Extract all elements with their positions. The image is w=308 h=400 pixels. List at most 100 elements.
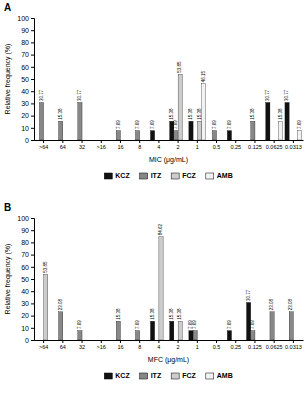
tick: 2 [177,140,180,150]
bar [120,340,124,341]
bar [163,340,167,341]
tick: 0.0625 [266,140,283,150]
bar [116,321,120,340]
bar [86,340,90,341]
data-label: 7.69 [116,120,121,129]
legend-label: KCZ [115,172,130,179]
tick: >64 [39,340,48,350]
bar [193,140,197,141]
bar [163,140,167,141]
tick: 0 [25,337,34,344]
data-label: 15.38 [116,308,121,320]
bar [74,340,78,341]
tick: >64 [39,140,48,150]
data-label: 15.38 [177,308,182,320]
bar-series [150,302,250,340]
tick: 32 [79,340,85,350]
bar [93,340,97,341]
bar [232,340,236,341]
tick-label: >16 [97,344,106,350]
bar [259,140,263,141]
tick-mark [197,340,198,343]
tick: 80 [21,239,34,246]
tick: 8 [138,340,141,350]
tick-mark [293,340,294,343]
bar [39,102,43,140]
axis-line [35,340,304,341]
panel: 15.3815.387.697.6930.7723.087.6915.387.6… [4,202,304,379]
bar-series [44,237,183,340]
legend-item: AMB [206,372,233,379]
legend-label: FCZ [182,372,196,379]
tick: 100 [17,15,34,22]
data-labels: 15.3815.387.697.6930.7723.087.6915.387.6… [43,224,294,330]
tick-mark [216,140,217,143]
tick: 0.25 [230,340,241,350]
bar [131,140,135,141]
bar [44,274,48,340]
tick-label: 32 [79,144,85,150]
data-label: 46.15 [201,70,206,82]
tick-label: 40 [21,288,29,295]
bar [174,340,178,341]
panel: 7.6915.3815.387.6930.7730.7730.7715.3830… [4,2,304,179]
tick: 0.125 [248,340,262,350]
data-label: 30.77 [265,89,270,101]
bar [227,131,231,140]
legend-item: KCZ [104,372,130,379]
tick: 0.0313 [285,340,302,350]
tick: 90 [21,227,34,234]
tick-label: 64 [60,344,66,350]
tick-mark [120,340,121,343]
bar [197,121,201,140]
tick-label: 90 [21,227,29,234]
bar [193,331,197,340]
bar [125,340,129,341]
tick-mark [31,91,34,92]
tick: 100 [17,215,34,222]
tick-label: 64 [60,144,66,150]
tick-mark [43,140,44,143]
axis-line [31,19,35,141]
bar [189,331,193,340]
tick-mark [235,140,236,143]
bar [159,140,163,141]
data-label: 7.69 [192,320,197,329]
x-axis: >646432>161684210.50.250.1250.06250.0313 [35,140,304,150]
bar-series [202,84,302,140]
bar [82,340,86,341]
bar [101,340,105,341]
tick: 80 [21,39,34,46]
tick-mark [158,140,159,143]
tick-label: 70 [21,251,29,258]
bar [112,140,116,141]
bar [48,340,52,341]
bar [293,340,297,341]
tick-mark [31,103,34,104]
tick: 32 [79,140,85,150]
bar [135,131,139,140]
bar [135,331,139,340]
bar [170,321,174,340]
tick-label: 70 [21,51,29,58]
tick-label: 0.0625 [266,144,283,150]
bar [221,340,225,341]
data-label: 15.38 [169,308,174,320]
bar [63,140,67,141]
bar [270,312,274,340]
tick-label: 40 [21,88,29,95]
bar [144,340,148,341]
tick: 30 [21,100,34,107]
bar [266,340,270,341]
bar [278,340,282,341]
bar [274,140,278,141]
tick-label: 80 [21,239,29,246]
data-label: 7.69 [250,320,255,329]
tick-mark [216,340,217,343]
tick-mark [31,255,34,256]
bar [78,331,82,340]
data-label: 15.38 [250,108,255,120]
tick-mark [197,140,198,143]
bar [240,340,244,341]
tick-mark [274,140,275,143]
